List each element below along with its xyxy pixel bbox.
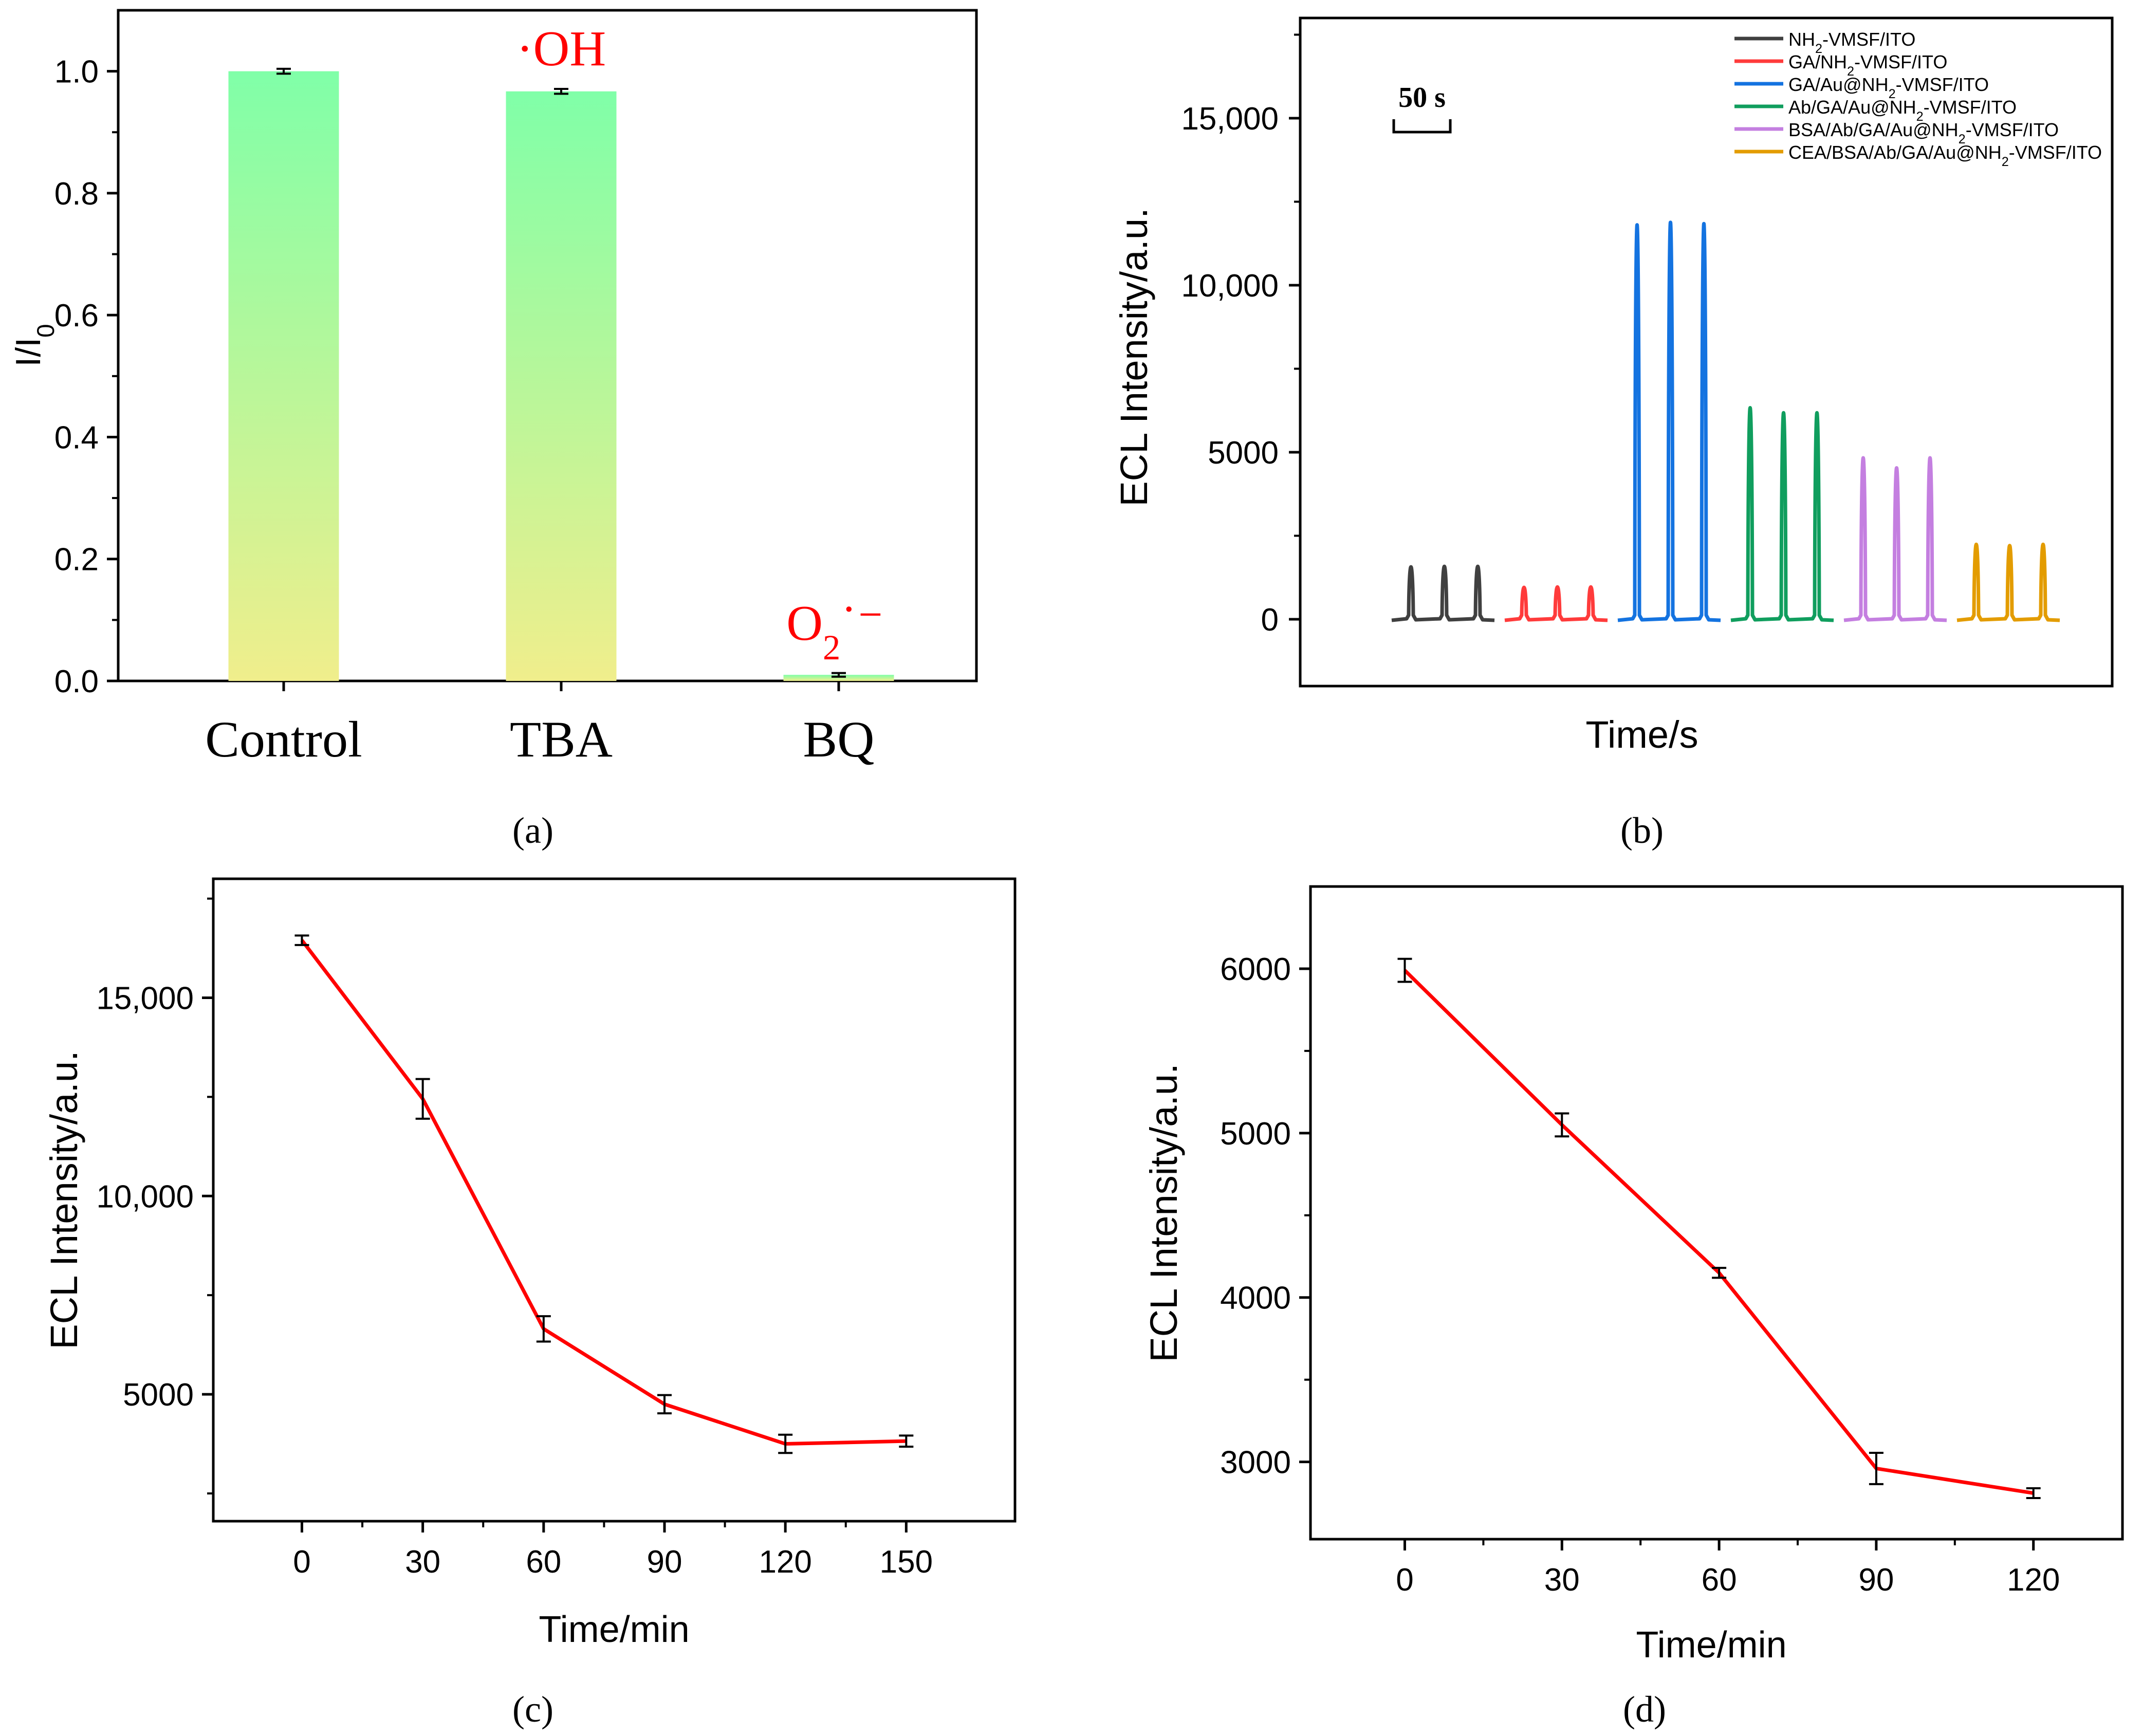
ecl-trace — [1730, 406, 1834, 622]
y-tick-label: 4000 — [1220, 1281, 1291, 1316]
bar — [783, 675, 894, 681]
y-tick-label: 0.0 — [54, 664, 99, 699]
panel-b-label: (b) — [1620, 810, 1664, 851]
panel-a-label: (a) — [512, 810, 553, 851]
legend-label: BSA/Ab/GA/Au@NH2-VMSF/ITO — [1788, 119, 2059, 146]
y-tick-label: 0.4 — [54, 420, 99, 455]
ecl-trace — [1391, 564, 1495, 622]
bar — [506, 91, 617, 681]
x-axis-label: Time/min — [1636, 1624, 1786, 1666]
panel-c-chart: 5000 10,000 15,000 0 30 60 90 120 150 Time/min ECL… — [43, 897, 933, 1650]
panel-b-chart: 0 5000 10,000 15,000 ECL Intensity/a.u. Time/… — [1113, 29, 2102, 756]
panel-b-frame — [1299, 16, 2114, 688]
y-tick-label: 0.6 — [54, 298, 99, 334]
x-axis-label: Time/min — [539, 1609, 689, 1650]
legend-label: NH2-VMSF/ITO — [1788, 29, 1915, 56]
x-tick-label: 60 — [1702, 1562, 1737, 1598]
bar — [228, 71, 339, 681]
x-tick-label: 90 — [647, 1544, 682, 1580]
y-tick-label: 15,000 — [1181, 101, 1279, 137]
panel-d-chart: 3000 4000 5000 6000 0 30 60 90 120 Time/min ECL In… — [1142, 952, 2060, 1666]
panel-c-label: (c) — [512, 1689, 553, 1730]
y-tick-label: 1.0 — [54, 54, 99, 90]
y-tick-label: 5000 — [123, 1377, 194, 1413]
x-tick-label: 60 — [526, 1544, 561, 1580]
y-tick-label: 15,000 — [96, 981, 194, 1016]
x-tick-label: 150 — [880, 1544, 933, 1580]
data-line — [1404, 969, 2034, 1495]
legend-label: GA/NH2-VMSF/ITO — [1788, 51, 1947, 79]
ecl-trace — [1617, 220, 1721, 622]
y-axis-label: ECL Intensity/a.u. — [43, 1050, 85, 1349]
x-tick-label: 0 — [293, 1544, 310, 1580]
y-tick-label: 0.8 — [54, 176, 99, 212]
legend-label: GA/Au@NH2-VMSF/ITO — [1788, 74, 1989, 101]
y-tick-label: 10,000 — [96, 1179, 194, 1214]
x-tick-label: 0 — [1396, 1562, 1413, 1598]
ecl-trace — [1504, 585, 1608, 622]
x-tick-label: TBA — [510, 711, 613, 768]
panel-d-frame — [1309, 885, 2124, 1541]
y-tick-label: 0.2 — [54, 542, 99, 578]
y-tick-label: 0 — [1261, 602, 1279, 638]
y-axis-label: ECL Intensity/a.u. — [1142, 1063, 1185, 1362]
x-tick-label: 120 — [2007, 1562, 2060, 1598]
y-tick-label: 3000 — [1220, 1445, 1291, 1481]
y-tick-label: 6000 — [1220, 952, 1291, 987]
panel-d-label: (d) — [1623, 1689, 1666, 1730]
scale-bar-label: 50 s — [1398, 82, 1446, 114]
legend-label: CEA/BSA/Ab/GA/Au@NH2-VMSF/ITO — [1788, 142, 2102, 169]
x-axis-label: Time/s — [1585, 713, 1698, 756]
ecl-trace — [1843, 456, 1947, 622]
y-tick-label: 5000 — [1220, 1116, 1291, 1152]
panel-c-frame — [212, 877, 1017, 1523]
x-tick-label: 90 — [1858, 1562, 1894, 1598]
ecl-trace — [1956, 542, 2060, 622]
y-axis-label: I/I0 — [9, 324, 60, 366]
x-tick-label: 30 — [1544, 1562, 1580, 1598]
legend-label: Ab/GA/Au@NH2-VMSF/ITO — [1788, 97, 2017, 124]
y-tick-label: 10,000 — [1181, 268, 1279, 304]
annotation-oh: ·OH — [516, 21, 606, 77]
panel-a-chart: 0.0 0.2 0.4 0.6 0.8 1.0 I/I0 Control TBA BQ ·OH O2˙… — [9, 21, 894, 768]
y-axis-label: ECL Intensity/a.u. — [1113, 208, 1155, 506]
x-tick-label: 30 — [405, 1544, 440, 1580]
x-tick-label: Control — [205, 711, 362, 768]
data-line — [300, 939, 907, 1446]
x-tick-label: BQ — [803, 711, 875, 768]
x-tick-label: 120 — [759, 1544, 811, 1580]
annotation-o2: O2˙⁻ — [786, 596, 883, 667]
scale-bar — [1392, 119, 1452, 134]
y-tick-label: 5000 — [1208, 435, 1279, 471]
